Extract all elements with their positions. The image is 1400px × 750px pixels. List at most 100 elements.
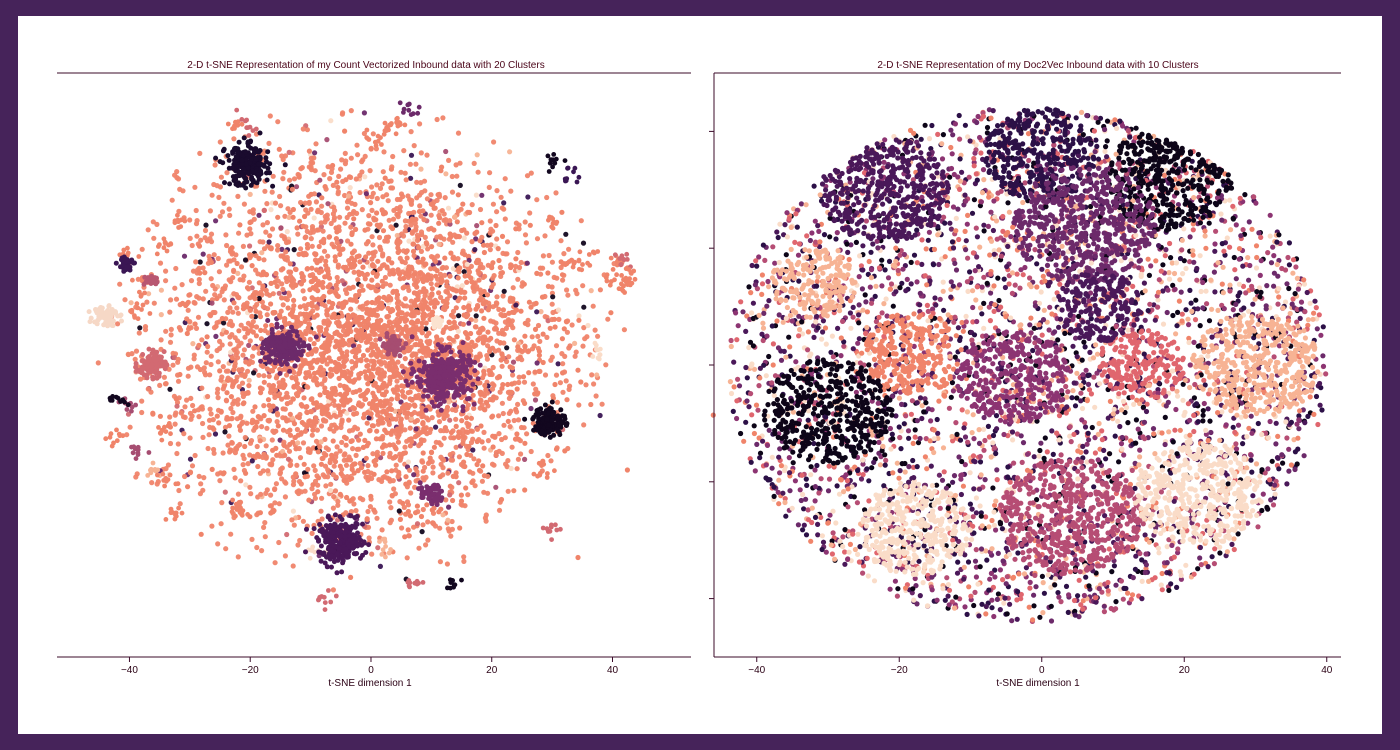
left-point: [207, 208, 213, 214]
left-point: [148, 467, 153, 473]
left-point: [337, 463, 343, 469]
left-point: [326, 469, 332, 475]
left-point: [252, 425, 258, 431]
left-cluster-point: [555, 416, 561, 421]
left-point: [562, 158, 568, 164]
left-point: [458, 289, 464, 295]
left-point: [369, 184, 375, 190]
left-point: [241, 273, 247, 279]
left-point: [266, 417, 273, 423]
left-point: [308, 206, 314, 212]
left-point: [290, 563, 296, 569]
left-point: [553, 156, 559, 162]
left-point: [456, 480, 462, 486]
left-point: [231, 466, 237, 472]
left-point: [457, 295, 463, 301]
left-point: [370, 451, 376, 457]
left-point: [468, 428, 474, 434]
left-point: [628, 271, 634, 276]
left-point: [306, 448, 312, 455]
left-point: [263, 323, 269, 329]
left-point: [314, 267, 320, 273]
left-point: [324, 308, 330, 314]
left-point: [380, 253, 386, 259]
left-point: [426, 330, 432, 336]
left-cluster-point: [227, 181, 233, 187]
left-point: [333, 593, 339, 599]
left-point: [262, 534, 268, 540]
left-point: [139, 398, 145, 404]
left-point: [260, 269, 266, 275]
left-point: [540, 359, 546, 366]
left-point: [555, 361, 561, 367]
left-point: [410, 320, 417, 326]
left-point: [185, 373, 191, 379]
left-point: [521, 379, 528, 385]
left-point: [362, 369, 368, 375]
left-point: [213, 218, 219, 224]
left-point: [485, 438, 491, 444]
left-point: [448, 429, 454, 436]
left-point: [114, 427, 119, 433]
left-point: [246, 361, 252, 367]
left-point: [264, 220, 270, 226]
left-point: [245, 125, 251, 130]
left-point: [596, 356, 602, 362]
left-point: [575, 367, 581, 373]
left-point: [446, 335, 452, 341]
left-point: [382, 210, 388, 216]
left-point: [459, 418, 465, 424]
left-point: [453, 162, 459, 168]
left-point: [452, 214, 458, 220]
left-point: [157, 430, 164, 436]
left-point: [428, 449, 435, 455]
left-point: [411, 143, 417, 149]
left-point: [502, 216, 508, 222]
left-point: [368, 200, 374, 206]
left-point: [553, 343, 560, 349]
left-point: [382, 175, 388, 181]
left-point: [312, 467, 318, 473]
left-point: [232, 363, 238, 369]
left-point: [348, 574, 354, 581]
left-point: [397, 204, 403, 210]
left-point: [348, 261, 355, 267]
left-point: [259, 548, 265, 554]
left-point: [380, 283, 386, 289]
left-point: [138, 293, 144, 299]
left-point: [311, 463, 317, 469]
left-point: [327, 282, 333, 288]
left-point: [521, 281, 527, 287]
left-point: [146, 450, 152, 455]
left-point: [248, 491, 254, 497]
left-point: [328, 366, 334, 372]
left-point: [211, 446, 217, 453]
left-point: [331, 412, 337, 418]
left-point: [448, 457, 454, 463]
left-point: [167, 472, 173, 478]
left-point: [405, 508, 411, 515]
left-point: [170, 362, 176, 368]
left-point: [303, 234, 309, 240]
left-point: [333, 451, 339, 457]
left-point: [561, 261, 567, 266]
left-point: [350, 379, 356, 385]
left-point: [429, 507, 435, 513]
left-point: [244, 300, 250, 306]
left-point: [188, 395, 194, 401]
left-point: [518, 308, 524, 314]
left-point: [529, 334, 535, 340]
left-point: [521, 425, 527, 431]
left-point: [357, 304, 363, 310]
left-point: [197, 150, 203, 156]
left-point: [278, 225, 284, 231]
left-point: [205, 393, 211, 400]
left-point: [267, 233, 273, 239]
left-point: [563, 378, 569, 384]
left-cluster-point: [530, 416, 536, 422]
left-point: [219, 209, 226, 215]
left-point: [260, 363, 266, 369]
left-point: [632, 276, 638, 282]
left-point: [272, 500, 278, 506]
left-point: [117, 281, 123, 287]
